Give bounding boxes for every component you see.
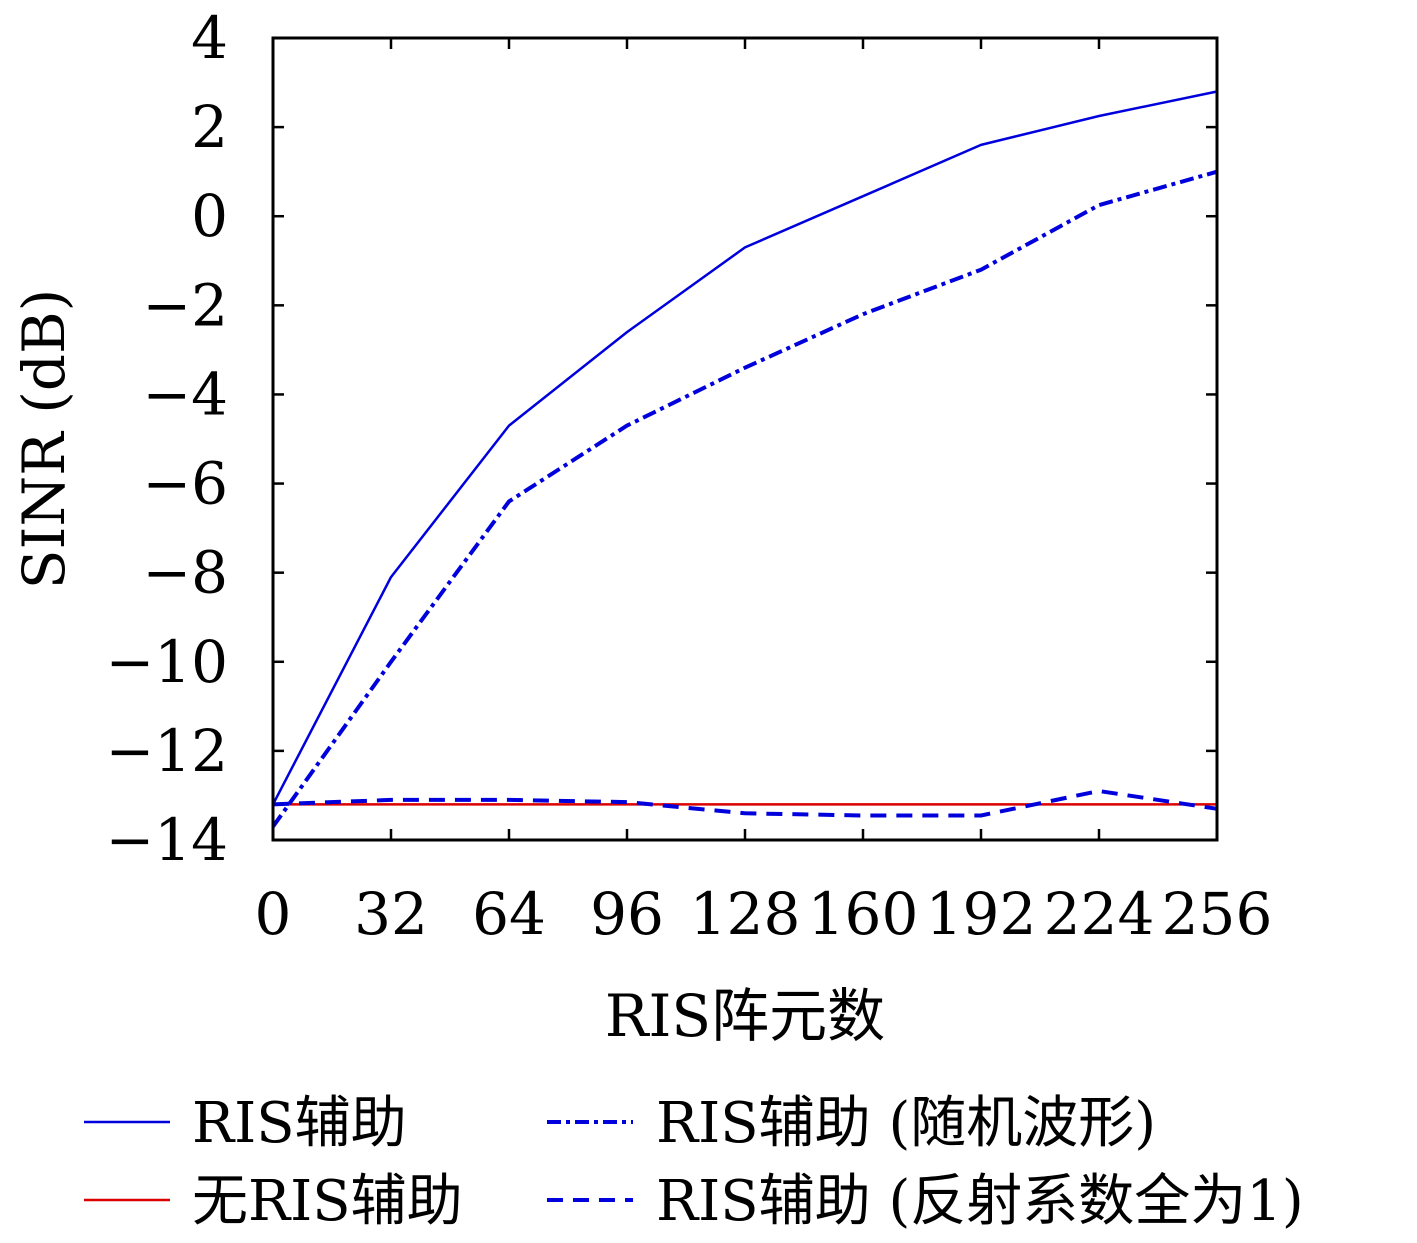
x-tick-label: 0 (255, 880, 292, 948)
x-tick-label: 32 (354, 880, 428, 948)
series-line-4 (272, 789, 1218, 818)
x-tick-label: 128 (690, 880, 801, 948)
x-axis-title: RIS阵元数 (605, 982, 885, 1050)
series-line-1 (271, 90, 1218, 805)
y-tick-label: −8 (143, 539, 229, 607)
y-tick-label: 0 (191, 182, 228, 250)
y-tick-label: −14 (106, 806, 228, 874)
y-tick-label: −12 (106, 717, 228, 785)
legend-label-4: RIS辅助 (反射系数全为1) (656, 1169, 1304, 1234)
x-tick-label: 64 (472, 880, 546, 948)
y-tick-label: −10 (106, 628, 228, 696)
series-layer (271, 90, 1218, 828)
y-tick-label: 4 (191, 4, 228, 72)
x-tick-label: 192 (926, 880, 1037, 948)
y-tick-label: −4 (143, 360, 229, 428)
y-tick-label: −2 (143, 271, 229, 339)
ticks-layer (271, 36, 1219, 842)
x-tick-label: 256 (1162, 880, 1273, 948)
y-tick-label: 2 (191, 93, 228, 161)
x-tick-label: 160 (808, 880, 919, 948)
y-tick-label: −6 (143, 450, 229, 518)
x-tick-label: 96 (590, 880, 664, 948)
x-tick-label: 224 (1044, 880, 1155, 948)
legend-label-2: 无RIS辅助 (192, 1169, 463, 1234)
tick-labels-layer: 0 32 64 96 128 160 192 224 256 4 2 0 −2 −4 −6 −8 −10 −12 −… (106, 4, 1273, 948)
legend-label-1: RIS辅助 (192, 1091, 407, 1156)
series-line-3 (271, 169, 1218, 828)
legend-label-3: RIS辅助 (随机波形) (656, 1091, 1156, 1156)
y-axis-title: SINR (dB) (10, 289, 78, 590)
